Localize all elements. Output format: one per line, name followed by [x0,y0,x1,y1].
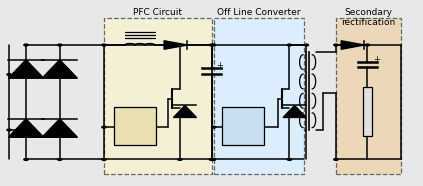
Circle shape [102,44,106,46]
Circle shape [334,158,338,160]
Circle shape [287,44,291,46]
Bar [336,18,401,174]
Circle shape [287,158,291,160]
Polygon shape [173,105,196,118]
Polygon shape [341,41,364,49]
Circle shape [58,44,62,46]
Bar [363,87,372,136]
Polygon shape [164,41,187,49]
Text: +: + [374,55,380,64]
Polygon shape [42,119,77,137]
Polygon shape [8,60,44,78]
Circle shape [334,44,338,46]
Text: Off Line Converter: Off Line Converter [217,8,300,17]
Text: Secondary
rectification: Secondary rectification [341,8,396,28]
Circle shape [24,44,28,46]
Polygon shape [283,105,306,118]
Text: +: + [217,61,223,70]
Circle shape [102,126,106,128]
Circle shape [7,129,11,131]
Text: PFC Circuit: PFC Circuit [133,8,182,17]
Polygon shape [42,60,77,78]
Circle shape [212,158,216,160]
Circle shape [178,158,182,160]
Circle shape [304,44,308,46]
Polygon shape [8,119,44,137]
Circle shape [212,44,216,46]
Circle shape [24,158,28,160]
Circle shape [7,74,11,76]
Bar [214,18,304,174]
Circle shape [212,126,216,128]
Circle shape [58,158,62,160]
Bar [104,18,212,174]
Bar [222,107,264,145]
Circle shape [209,158,214,160]
Circle shape [178,44,182,46]
Circle shape [102,158,106,160]
Circle shape [365,44,370,46]
Bar [114,107,156,145]
Circle shape [209,44,214,46]
